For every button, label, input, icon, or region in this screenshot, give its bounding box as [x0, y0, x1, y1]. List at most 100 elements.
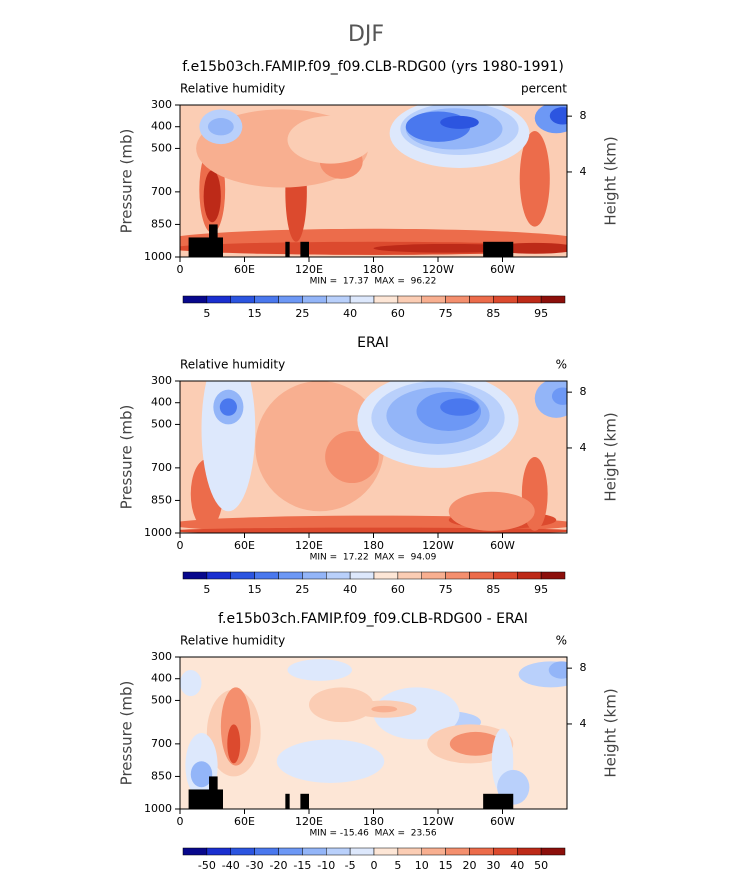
colorbar-box	[206, 847, 231, 856]
colorbar-label: 30	[486, 859, 500, 872]
colorbar-label: 40	[510, 859, 524, 872]
variable-label: Relative humidity	[180, 634, 285, 648]
y-tick-label: 400	[151, 396, 172, 409]
field-contour	[190, 761, 213, 788]
y-tick-label: 500	[151, 693, 172, 706]
topography	[188, 789, 223, 809]
panel-title: f.e15b03ch.FAMIP.f09_f09.CLB-RDG00 (yrs …	[182, 59, 564, 75]
colorbar-label: 60	[391, 307, 405, 320]
y-tick-label: 700	[151, 185, 172, 198]
y-tick-label: 500	[151, 141, 172, 154]
colorbar-box	[326, 571, 351, 580]
y-tick-label: 400	[151, 120, 172, 133]
colorbar-label: 85	[486, 583, 500, 596]
y-tick-label: 1000	[144, 526, 172, 539]
colorbar-label: -50	[198, 859, 216, 872]
field	[180, 381, 567, 533]
colorbar-box	[397, 847, 422, 856]
y-tick-label: 700	[151, 461, 172, 474]
field-contour	[219, 398, 237, 416]
colorbar-box	[254, 571, 279, 580]
colorbar-label: 5	[203, 307, 210, 320]
colorbar-box	[517, 295, 542, 304]
colorbar-label: 25	[295, 583, 309, 596]
x-tick-label: 120E	[295, 539, 323, 552]
field-contour	[519, 131, 550, 227]
colorbar-box	[349, 295, 375, 304]
x-tick-label: 120E	[295, 263, 323, 276]
y2-tick-label: 8	[580, 109, 587, 122]
x-tick-label: 120W	[422, 539, 454, 552]
min-max: MIN = 17.37 MAX = 96.22	[310, 277, 437, 287]
y2-tick-label: 4	[580, 441, 587, 454]
topography	[300, 793, 309, 809]
field-contour	[227, 724, 241, 764]
colorbar-box	[206, 571, 231, 580]
x-tick-label: 0	[177, 539, 184, 552]
x-tick-label: 120W	[422, 815, 454, 828]
colorbar-box	[469, 295, 494, 304]
topography	[300, 241, 309, 257]
colorbar-box	[182, 847, 208, 856]
field-contour	[276, 739, 385, 783]
colorbar-box	[182, 295, 208, 304]
units-label: percent	[521, 82, 567, 96]
colorbar-box	[302, 295, 327, 304]
topography	[188, 237, 223, 257]
colorbar-label: 40	[343, 583, 357, 596]
panel-title: f.e15b03ch.FAMIP.f09_f09.CLB-RDG00 - ERA…	[218, 611, 528, 627]
y-tick-label: 1000	[144, 802, 172, 815]
colorbar-box	[326, 847, 351, 856]
x-tick-label: 60W	[490, 539, 515, 552]
colorbar-box	[421, 571, 446, 580]
x-tick-label: 120W	[422, 263, 454, 276]
colorbar-label: 5	[394, 859, 401, 872]
colorbar-box	[230, 847, 255, 856]
colorbar-label: 25	[295, 307, 309, 320]
field-contour	[373, 687, 460, 740]
colorbar-box	[278, 847, 303, 856]
field-contour	[548, 661, 567, 679]
min-max: MIN = 17.22 MAX = 94.09	[310, 553, 437, 563]
colorbar-box	[469, 571, 494, 580]
field-contour	[180, 527, 567, 533]
colorbar-label: 50	[534, 859, 548, 872]
colorbar-box	[349, 571, 375, 580]
colorbar-box	[540, 847, 566, 856]
colorbar-box	[326, 295, 351, 304]
field-contour	[549, 107, 567, 125]
colorbar-label: 60	[391, 583, 405, 596]
field-contour	[449, 731, 502, 756]
figure-title: DJF	[348, 22, 384, 47]
colorbar-box	[445, 295, 470, 304]
colorbar-label: -10	[317, 859, 335, 872]
x-tick-label: 0	[177, 263, 184, 276]
y-axis-label: Pressure (mb)	[118, 129, 136, 234]
colorbar-box	[540, 295, 566, 304]
colorbar-label: -20	[270, 859, 288, 872]
colorbar-box	[182, 571, 208, 580]
topography	[483, 241, 514, 257]
colorbar-label: 15	[248, 583, 262, 596]
colorbar-box	[302, 847, 327, 856]
x-tick-label: 60E	[234, 539, 255, 552]
colorbar-box	[278, 571, 303, 580]
y-tick-label: 850	[151, 217, 172, 230]
x-tick-label: 180	[363, 263, 384, 276]
x-tick-label: 60E	[234, 263, 255, 276]
min-max: MIN = -15.46 MAX = 23.56	[309, 829, 436, 839]
field-contour	[207, 118, 234, 136]
colorbar-label: 20	[463, 859, 477, 872]
x-tick-label: 180	[363, 539, 384, 552]
colorbar-box	[540, 571, 566, 580]
colorbar-label: 15	[439, 859, 453, 872]
y-tick-label: 300	[151, 650, 172, 663]
topography	[285, 241, 290, 257]
colorbar-box	[421, 295, 446, 304]
y-tick-label: 700	[151, 737, 172, 750]
colorbar-box	[517, 847, 542, 856]
colorbar-box	[230, 295, 255, 304]
x-tick-label: 180	[363, 815, 384, 828]
colorbar-box	[421, 847, 446, 856]
colorbar-box	[254, 295, 279, 304]
